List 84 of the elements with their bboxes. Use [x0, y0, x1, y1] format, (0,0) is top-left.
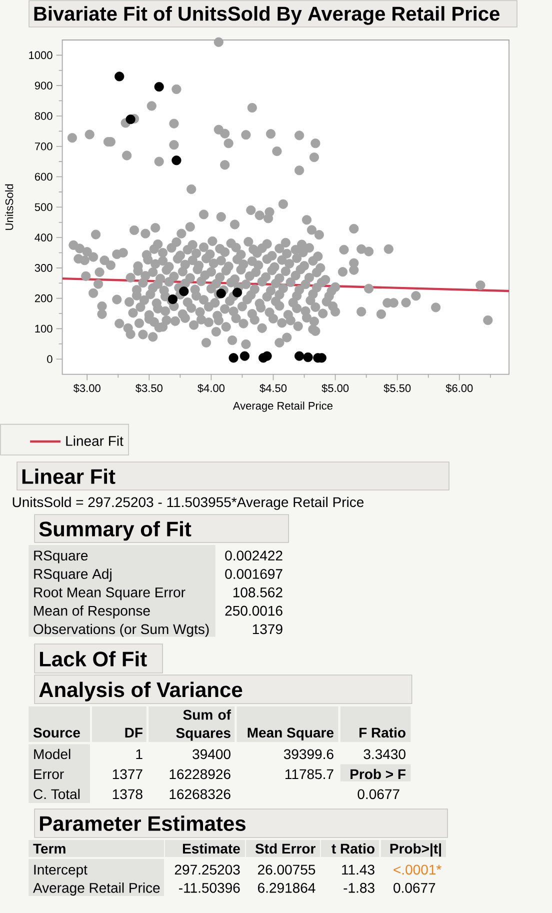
y-tick-label: 300: [34, 264, 52, 272]
text: Observations (or Sum Wgts): [34, 624, 209, 637]
text: Summary of Fit: [39, 521, 192, 541]
text: -11.50396: [179, 882, 240, 893]
text: 108.562: [233, 587, 282, 598]
text: 16228926: [170, 769, 230, 780]
y-tick-label: 400: [34, 234, 52, 242]
text: Mean of Response: [34, 605, 150, 618]
text: Linear Fit: [22, 468, 116, 484]
text: RSquare: [34, 550, 88, 564]
text: 0.001697: [225, 569, 282, 579]
text: C. Total: [34, 788, 80, 800]
y-tick-label: 500: [34, 203, 52, 212]
text: 1379: [252, 624, 282, 634]
point: [232, 288, 242, 298]
y-tick-label: 900: [34, 82, 52, 90]
y-tick-label: 100: [35, 324, 52, 333]
text: RSquare Adj: [34, 568, 112, 582]
y-tick-label: 200: [34, 294, 52, 302]
y-tick-label: 600: [34, 172, 52, 181]
text: 1: [136, 749, 142, 759]
text: <.0001*: [394, 864, 442, 875]
x-axis-title: Average Retail Price: [232, 402, 332, 412]
point: [154, 82, 164, 92]
y-axis-title: UnitsSold: [5, 184, 14, 230]
text: 1378: [112, 789, 142, 800]
text: Prob > F: [350, 768, 406, 780]
x-tick-label: $3.50: [136, 384, 162, 393]
text: F Ratio: [360, 727, 406, 738]
text: Analysis of Variance: [39, 682, 242, 702]
text: 1377: [112, 769, 142, 780]
point: [240, 351, 250, 361]
text: Estimate: [182, 843, 240, 854]
text: Mean Square: [248, 728, 334, 740]
x-tick-label: $3.00: [73, 384, 100, 393]
legend-label: Linear Fit: [66, 436, 124, 446]
text: 250.0016: [225, 606, 282, 616]
x-tick-label: $5.00: [322, 384, 349, 393]
point: [114, 72, 124, 82]
text: Source: [33, 728, 80, 738]
text: t Ratio: [332, 843, 374, 854]
text: -1.83: [344, 882, 374, 893]
text: 0.0677: [358, 789, 400, 800]
text: Average Retail Price: [33, 882, 160, 896]
point: [262, 351, 272, 361]
text: Error: [34, 769, 64, 780]
text: 0.002422: [225, 550, 282, 561]
text: 16268326: [170, 789, 230, 800]
point: [303, 352, 313, 362]
text: Sum of Squares: [176, 709, 232, 741]
x-tick-label: $4.50: [260, 384, 287, 393]
text: Term: [33, 844, 66, 854]
point: [294, 351, 304, 361]
x-tick-label: $4.00: [198, 384, 225, 393]
text: Prob>|t|: [390, 843, 441, 857]
point: [228, 353, 238, 363]
y-tick-label: 800: [34, 112, 52, 120]
x-tick-label: $5.50: [384, 384, 411, 393]
text: Intercept: [34, 864, 88, 878]
text: 6.291864: [258, 882, 316, 893]
text: Parameter Estimates: [40, 816, 246, 831]
text: 39399.6: [284, 749, 334, 760]
point: [216, 288, 226, 298]
y-tick-label: 1000: [29, 51, 52, 60]
text: Model: [34, 748, 70, 760]
text: 39400: [192, 749, 230, 760]
y-tick-label: 0: [47, 355, 52, 363]
x-tick-label: $6.00: [446, 384, 473, 393]
text: Lack Of Fit: [40, 651, 147, 666]
text: 297.25203: [174, 864, 240, 875]
point: [172, 156, 182, 166]
text: 0.0677: [394, 882, 436, 893]
point: [179, 286, 189, 296]
text: 11785.7: [286, 769, 334, 780]
y-tick-label: 700: [34, 142, 52, 150]
text: Std Error: [255, 843, 316, 854]
text: 11.43: [342, 864, 374, 875]
chart-title: Bivariate Fit of UnitsSold By Average Retail Price: [34, 6, 500, 25]
text: DF: [125, 728, 142, 738]
text: UnitsSold = 297.25203 - 11.503955*Average Retail Price: [12, 496, 364, 510]
text: Root Mean Square Error: [34, 587, 186, 600]
point: [126, 114, 136, 124]
text: 3.3430: [364, 749, 406, 760]
text: 26.00755: [258, 864, 316, 875]
